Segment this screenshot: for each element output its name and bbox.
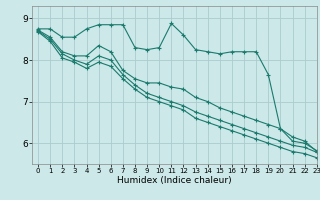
X-axis label: Humidex (Indice chaleur): Humidex (Indice chaleur)	[117, 176, 232, 185]
